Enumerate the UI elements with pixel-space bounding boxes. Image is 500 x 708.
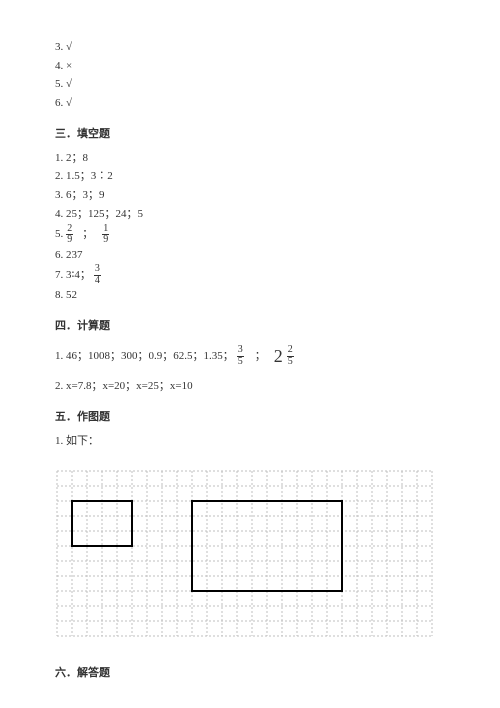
top-mark: √ — [66, 41, 72, 53]
top-mark: √ — [66, 97, 72, 109]
fill-5-sep: ； — [82, 225, 93, 244]
section-4-title: 四．计算题 — [55, 317, 445, 333]
mixed-frac: 2 5 — [287, 345, 294, 367]
frac-num: 3 — [238, 345, 243, 356]
fill-7-prefix: 7. 3∶4； — [55, 266, 91, 285]
section-3-title: 三．填空题 — [55, 125, 445, 141]
fill-3: 3. 6；3；9 — [55, 186, 445, 205]
frac-den: 9 — [102, 234, 109, 246]
top-num: 4. — [55, 60, 63, 72]
fill-5-frac2: 1 9 — [102, 224, 109, 246]
frac-num: 1 — [103, 224, 108, 235]
section-5-title: 五．作图题 — [55, 408, 445, 424]
fill-5: 5. 2 9 ； 1 9 — [55, 224, 445, 246]
calc-2: 2. x=7.8；x=20；x=25；x=10 — [55, 377, 445, 396]
calc-1-mixed: 2 2 5 — [274, 341, 297, 372]
fill-5-prefix: 5. — [55, 225, 63, 244]
frac-num: 2 — [288, 345, 293, 356]
top-mark: √ — [66, 78, 72, 90]
top-item-6: 6. √ — [55, 94, 445, 113]
top-num: 6. — [55, 97, 63, 109]
fill-5-frac1: 2 9 — [66, 224, 73, 246]
calc-1-frac1: 3 5 — [237, 345, 244, 367]
fill-2: 2. 1.5；3∶2 — [55, 167, 445, 186]
top-item-3: 3. √ — [55, 38, 445, 57]
frac-num: 3 — [95, 264, 100, 275]
top-item-5: 5. √ — [55, 75, 445, 94]
section-6-title: 六．解答题 — [55, 664, 445, 680]
calc-1-prefix: 1. 46；1008；300；0.9；62.5；1.35； — [55, 347, 234, 366]
fill-7-frac: 3 4 — [94, 264, 101, 286]
frac-den: 4 — [94, 275, 101, 287]
frac-den: 5 — [287, 356, 294, 368]
fill-6: 6. 237 — [55, 246, 445, 265]
fill-7: 7. 3∶4； 3 4 — [55, 264, 445, 286]
frac-den: 5 — [237, 356, 244, 368]
draw-1: 1. 如下： — [55, 432, 445, 451]
fill-1: 1. 2；8 — [55, 149, 445, 168]
mixed-whole: 2 — [274, 341, 283, 372]
drawing-grid — [55, 469, 440, 634]
calc-1-sep: ； — [255, 347, 266, 366]
fill-4: 4. 25；125；24；5 — [55, 205, 445, 224]
top-num: 3. — [55, 41, 63, 53]
fill-8: 8. 52 — [55, 286, 445, 305]
top-mark: × — [66, 60, 72, 72]
calc-1: 1. 46；1008；300；0.9；62.5；1.35； 3 5 ； 2 2 … — [55, 341, 445, 372]
frac-den: 9 — [66, 234, 73, 246]
top-num: 5. — [55, 78, 63, 90]
grid-svg — [55, 469, 440, 639]
top-item-4: 4. × — [55, 57, 445, 76]
frac-num: 2 — [67, 224, 72, 235]
